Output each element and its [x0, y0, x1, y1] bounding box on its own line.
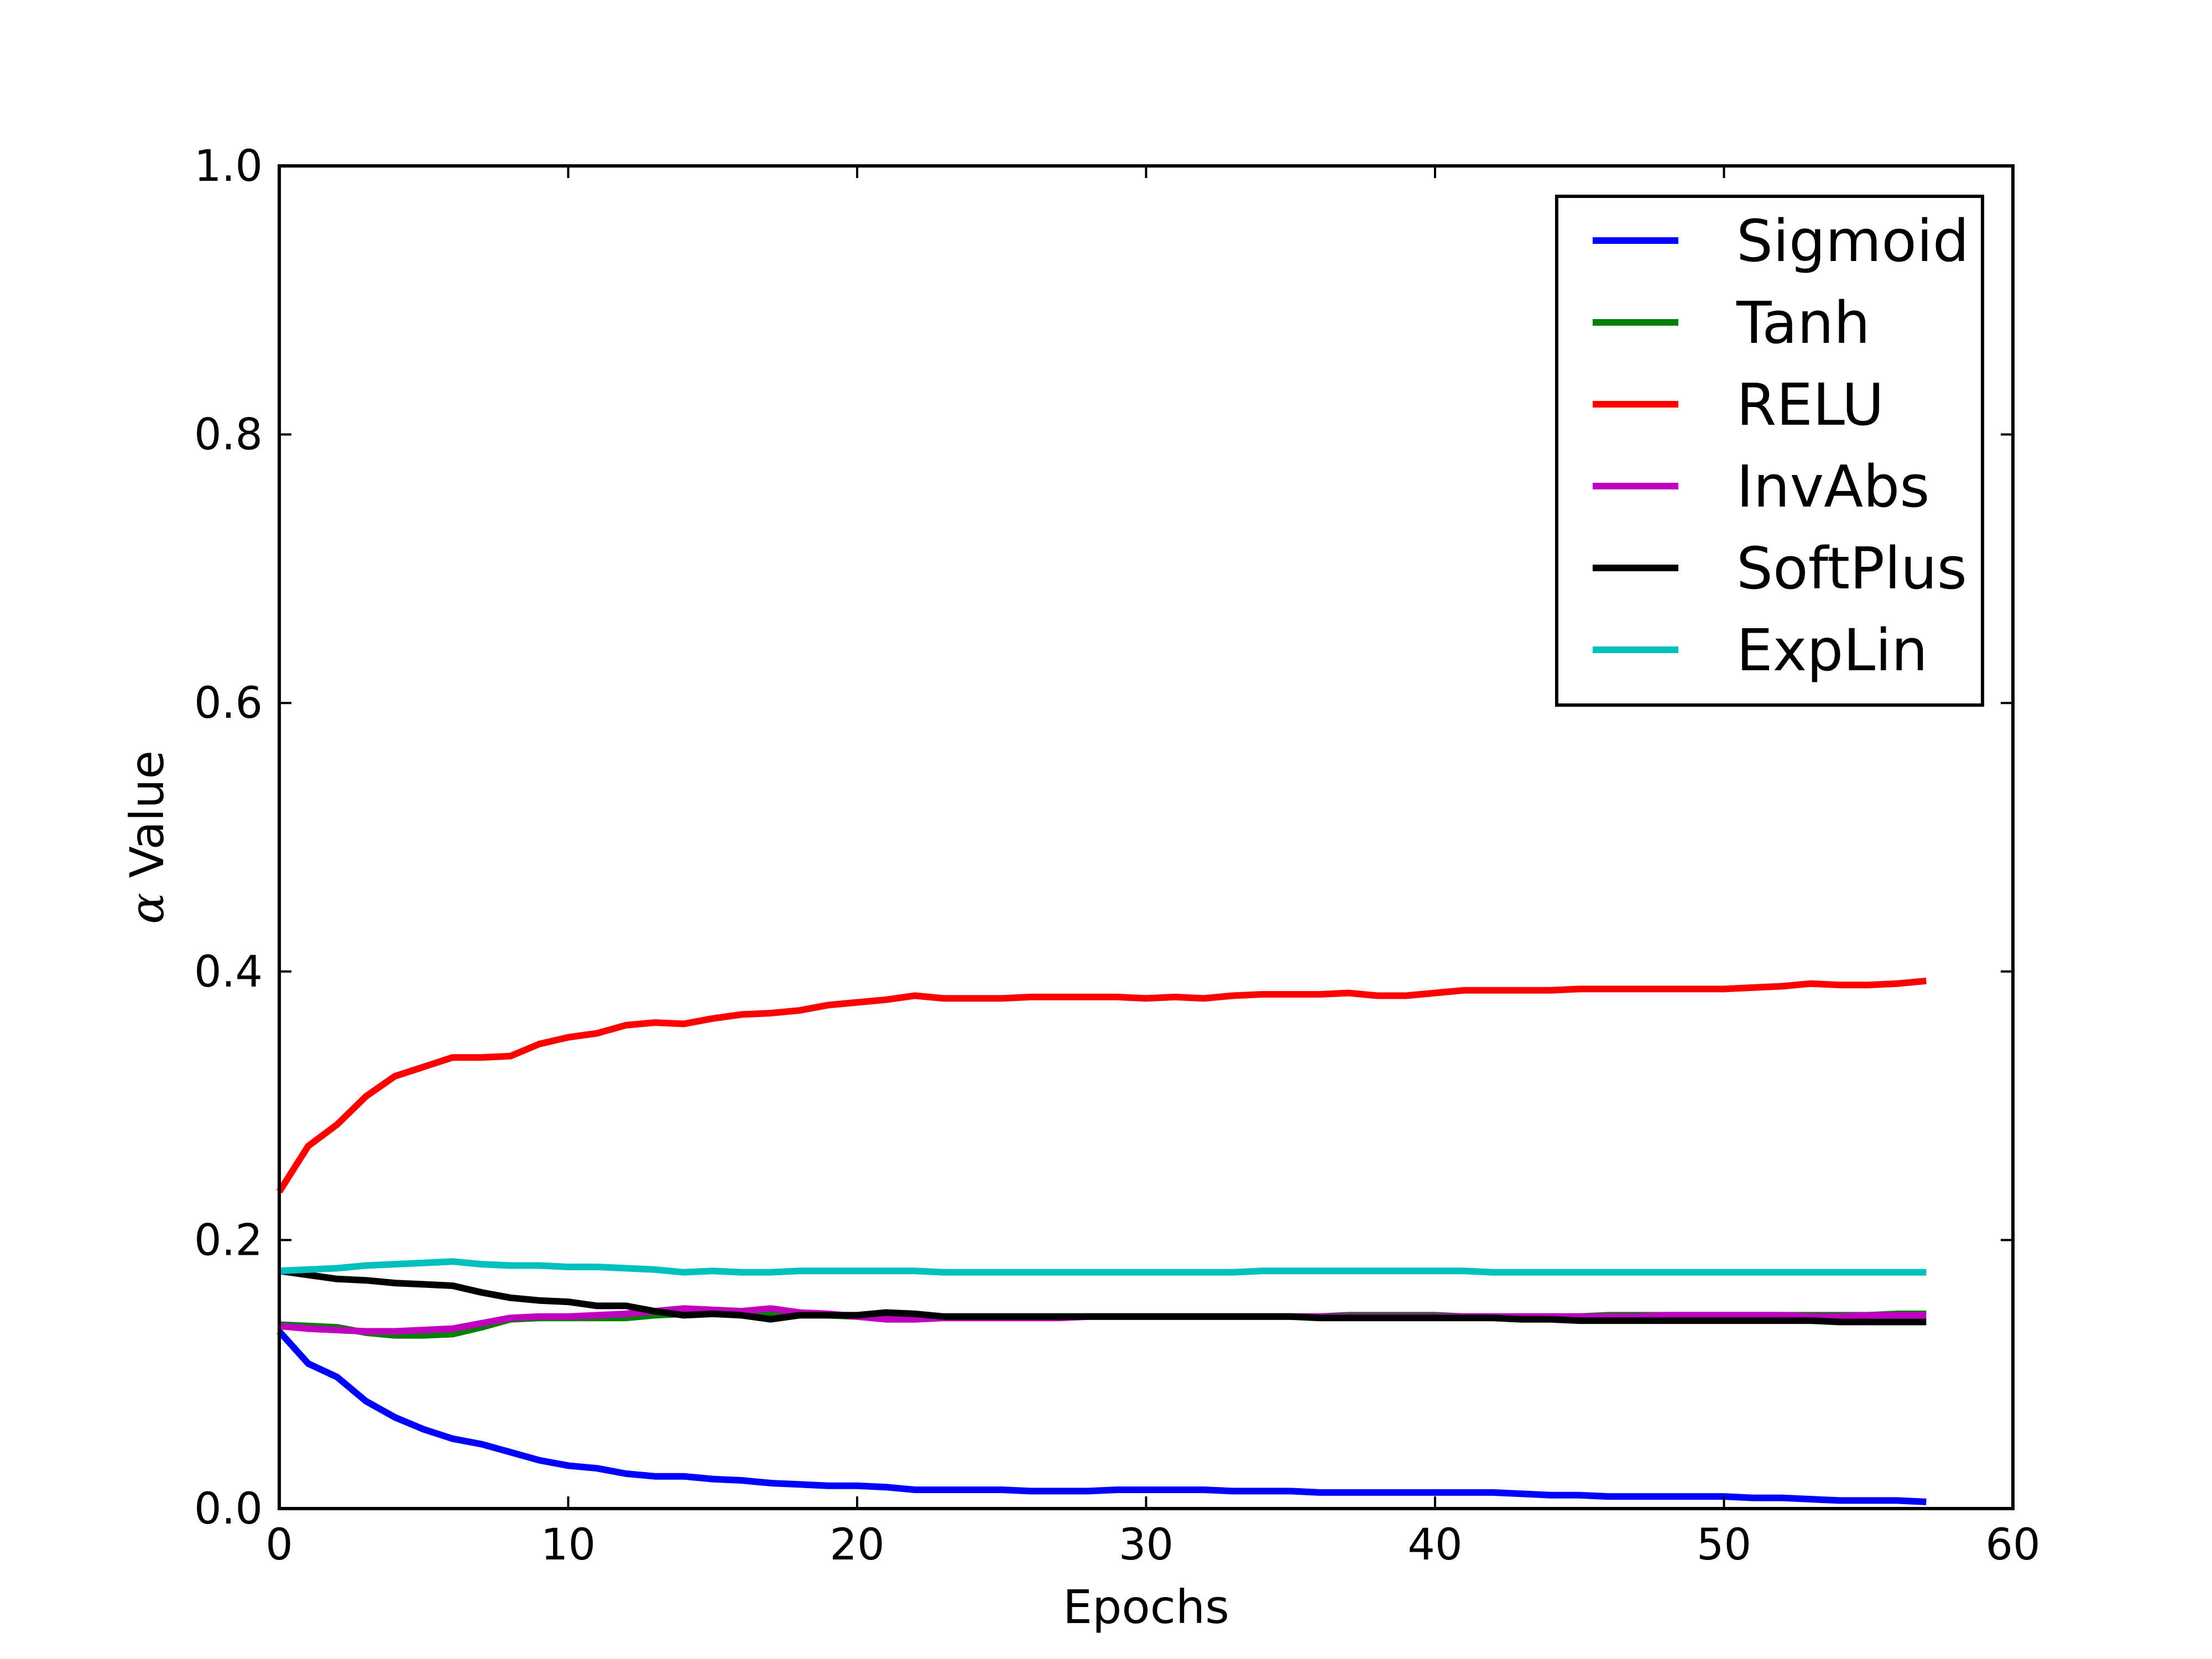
legend-item-softplus: SoftPlus	[1593, 535, 1967, 602]
legend-label: Tanh	[1736, 289, 1870, 357]
x-tick-label: 20	[830, 1520, 884, 1570]
y-axis-label-symbol: α	[120, 893, 174, 924]
y-axis-label: α Value	[120, 750, 174, 924]
legend-label: InvAbs	[1736, 453, 1929, 520]
series-line-sigmoid	[276, 1329, 1927, 1505]
legend-item-invabs: InvAbs	[1593, 453, 1929, 520]
legend: Sigmoid Tanh RELU InvAbs SoftPlus ExpLin	[1555, 195, 1984, 707]
y-tick-label: 0.4	[194, 947, 263, 997]
y-tick-label: 0.8	[194, 410, 263, 460]
legend-label: SoftPlus	[1736, 535, 1967, 602]
x-tick-label: 60	[1985, 1520, 2040, 1570]
legend-label: ExpLin	[1736, 617, 1928, 684]
legend-label: Sigmoid	[1736, 207, 1969, 275]
legend-item-relu: RELU	[1593, 371, 1884, 439]
legend-box	[1555, 195, 1984, 707]
series-layer	[276, 977, 1927, 1505]
legend-item-sigmoid: Sigmoid	[1593, 207, 1969, 275]
series-line-relu	[276, 977, 1927, 1194]
x-tick-label: 40	[1407, 1520, 1462, 1570]
x-tick-label: 10	[541, 1520, 596, 1570]
x-tick-label: 30	[1119, 1520, 1173, 1570]
x-axis-label: Epochs	[1063, 1580, 1229, 1634]
series-line-softplus	[279, 1267, 1927, 1326]
y-tick-label: 1.0	[194, 142, 263, 191]
y-axis-label-text: Value	[120, 750, 174, 893]
legend-label: RELU	[1736, 371, 1884, 439]
y-tick-label: 0.6	[194, 679, 263, 728]
y-tick-label: 0.2	[194, 1215, 263, 1265]
series-line-explin	[279, 1258, 1927, 1276]
legend-item-tanh: Tanh	[1593, 289, 1870, 357]
y-tick-label: 0.0	[194, 1484, 263, 1534]
legend-items: Sigmoid Tanh RELU InvAbs SoftPlus ExpLin	[1593, 207, 1969, 684]
legend-item-explin: ExpLin	[1593, 617, 1928, 684]
x-tick-label: 50	[1697, 1520, 1751, 1570]
x-tick-label: 0	[265, 1520, 293, 1570]
ticks-layer: 0 10 20 30 40 50 60 0.0 0.2 0.4 0.6 0.8 1.0	[194, 142, 2041, 1570]
